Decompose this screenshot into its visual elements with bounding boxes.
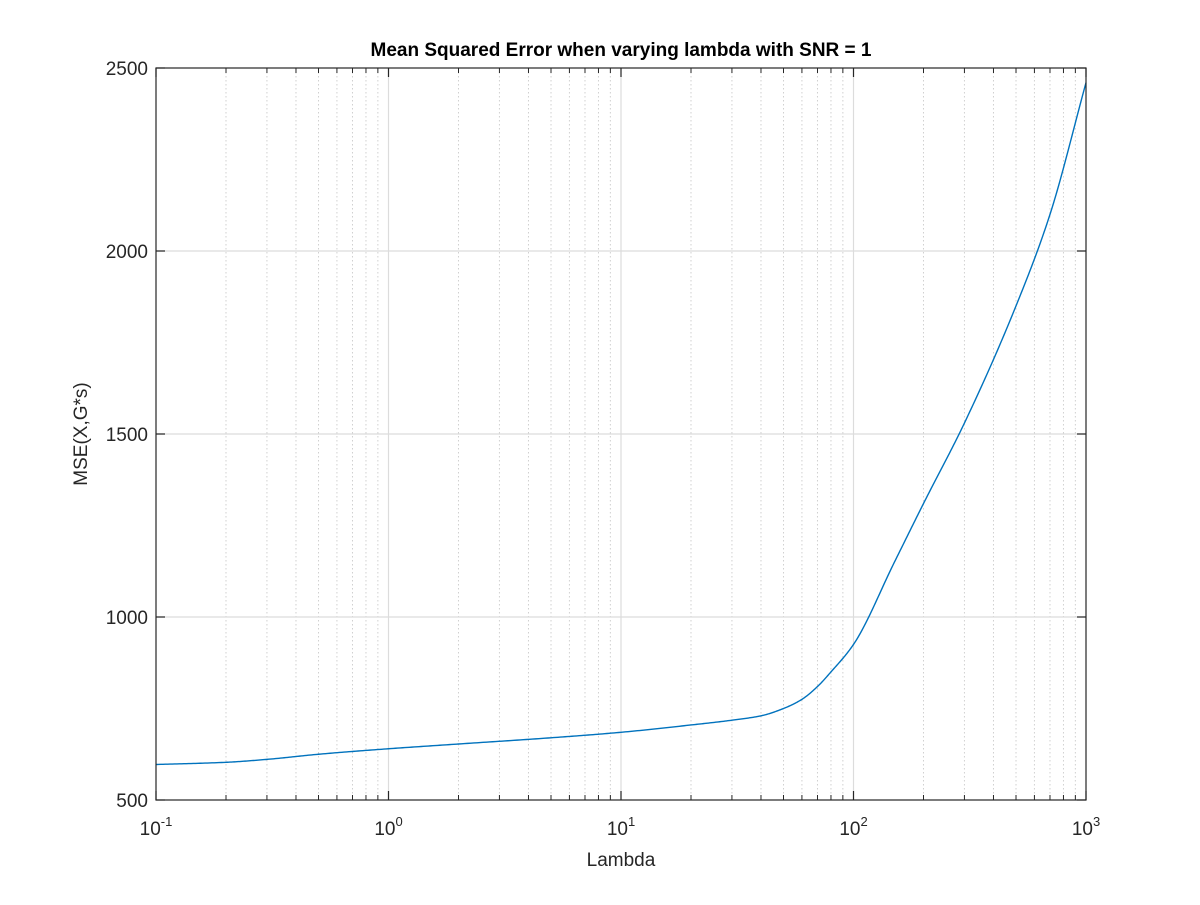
x-tick-label: 103 xyxy=(1072,814,1100,840)
series-layer xyxy=(155,82,1087,766)
y-tick-label: 2500 xyxy=(106,59,148,80)
chart-title: Mean Squared Error when varying lambda w… xyxy=(371,40,872,61)
y-tick-label: 1500 xyxy=(106,425,148,446)
mse-series-line xyxy=(155,82,1087,766)
x-tick-label: 100 xyxy=(374,814,402,840)
x-axis-label: Lambda xyxy=(587,850,656,871)
x-tick-label: 10-1 xyxy=(140,814,173,840)
tick-label-layer: 10-1 100 101 102 103 500 1000 1500 2000 2500 xyxy=(106,59,1100,840)
y-axis-label: MSE(X,G*s) xyxy=(71,382,92,485)
tick-layer xyxy=(155,67,1087,801)
x-tick-label: 101 xyxy=(607,814,635,840)
grid-layer xyxy=(156,68,1086,800)
y-tick-label: 500 xyxy=(116,791,148,812)
x-tick-label: 102 xyxy=(839,814,867,840)
y-tick-label: 2000 xyxy=(106,242,148,263)
y-tick-label: 1000 xyxy=(106,608,148,629)
